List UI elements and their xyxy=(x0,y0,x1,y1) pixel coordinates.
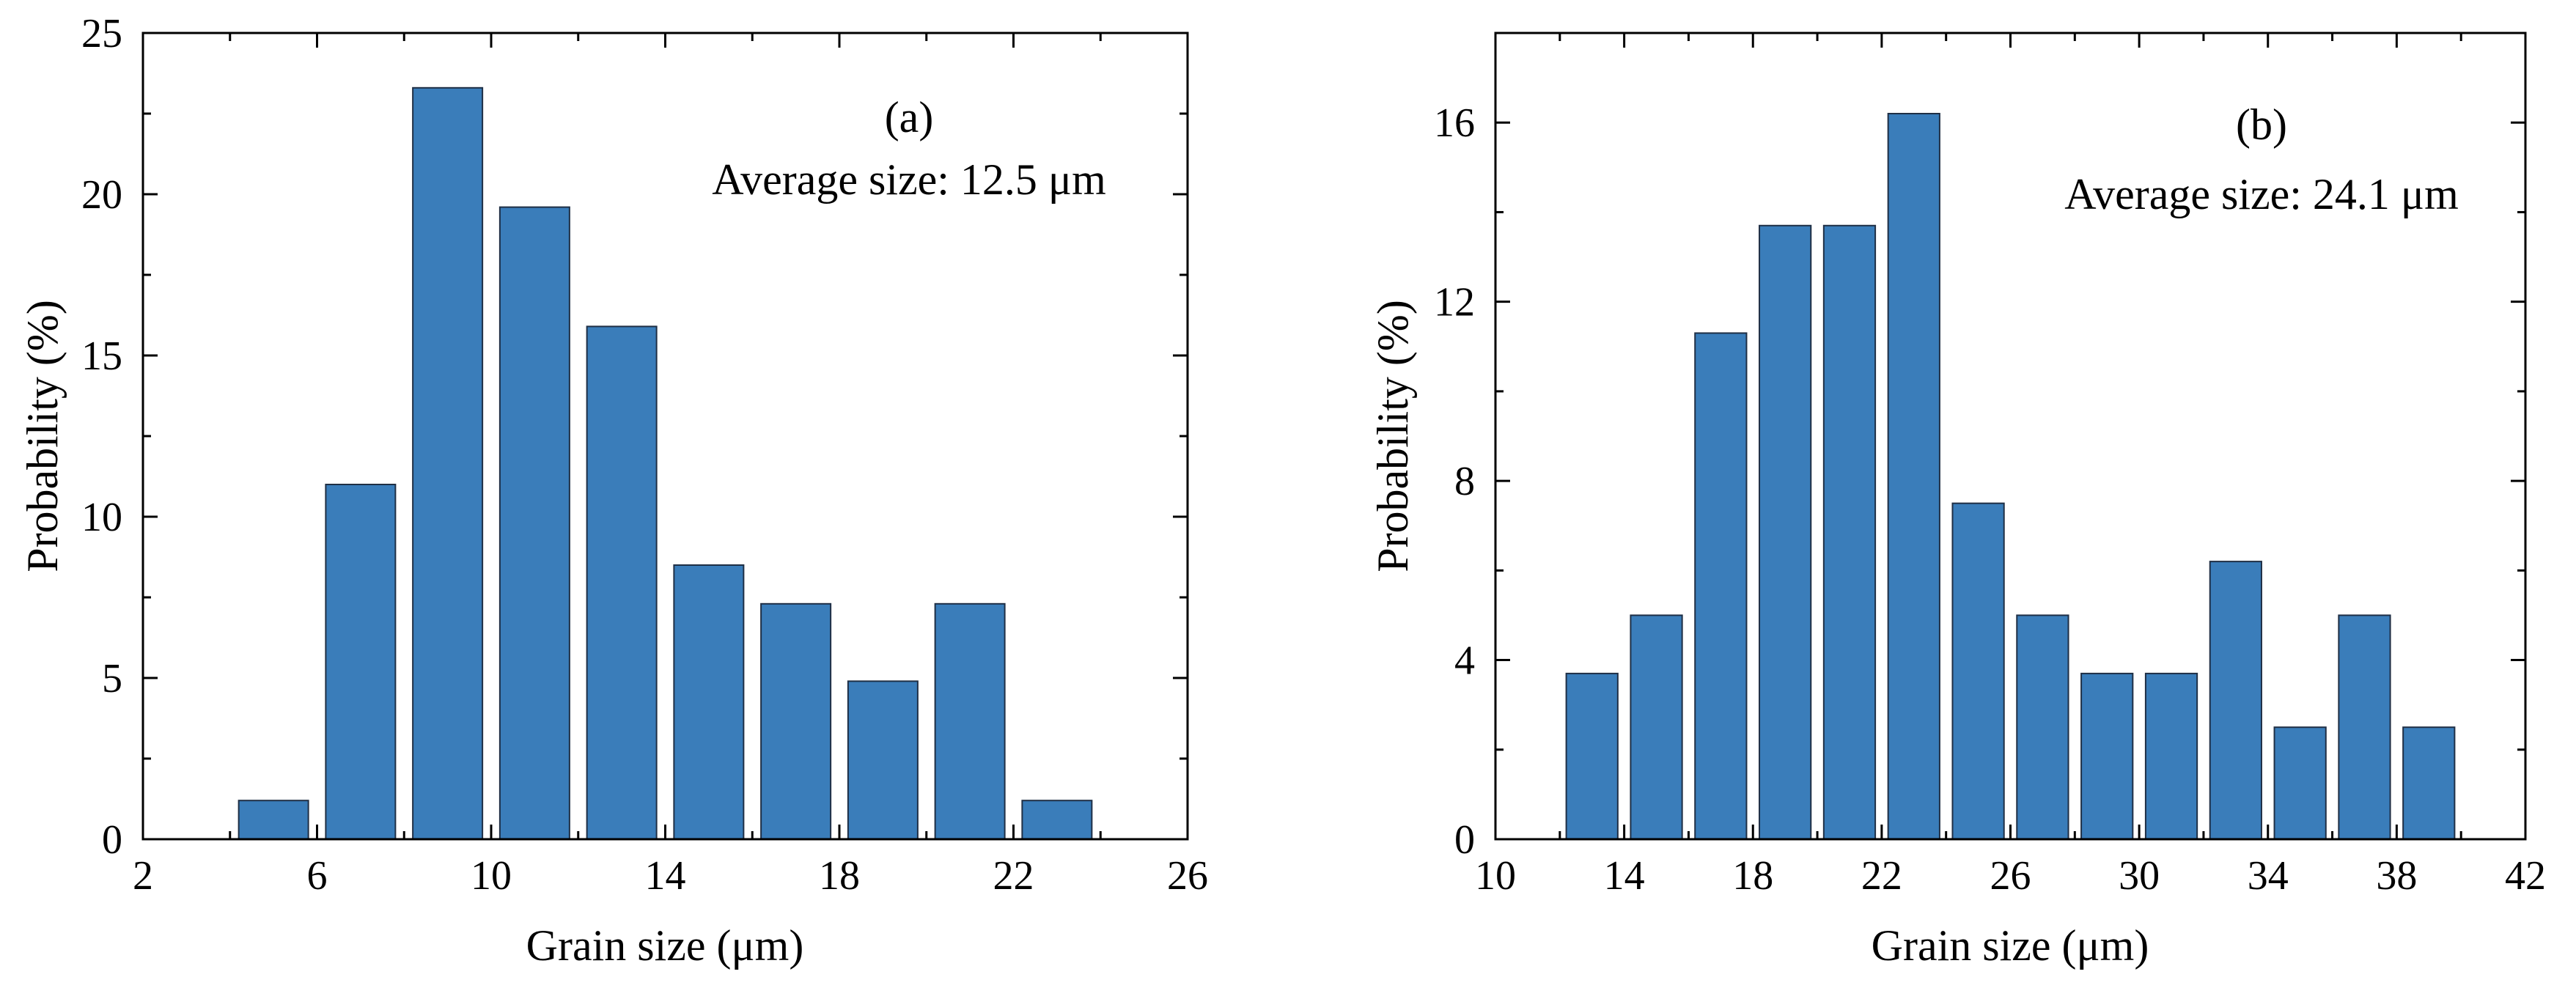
panel-b-bar xyxy=(1694,332,1748,840)
panel-a-label: (a) xyxy=(885,93,934,141)
panel-a-x-tick-label: 14 xyxy=(645,853,686,899)
panel-b-x-tick-label: 26 xyxy=(1990,853,2031,899)
panel-a-y-tick-label: 5 xyxy=(102,656,122,701)
panel-a-bar xyxy=(847,680,919,841)
panel-b-annotation: Average size: 24.1 μm xyxy=(2064,170,2459,218)
panel-b-y-tick-label: 16 xyxy=(1434,100,1475,146)
panel-b-bar xyxy=(2209,561,2262,840)
panel-a-x-tick-label: 22 xyxy=(993,853,1034,899)
panel-a-y-tick-labels: 0 5 10 15 20 25 xyxy=(81,11,122,863)
panel-a-x-tick-label: 10 xyxy=(471,853,512,899)
panel-a-y-tick-label: 10 xyxy=(81,495,122,540)
panel-b-bar xyxy=(1759,224,1812,840)
panel-a-plot-frame xyxy=(141,32,1189,841)
panel-a-bar xyxy=(934,602,1006,840)
panel-a-y-tick-label: 15 xyxy=(81,333,122,379)
panel-a-y-tick-label: 20 xyxy=(81,172,122,218)
panel-a-x-tick-label: 18 xyxy=(819,853,860,899)
panel-a-x-tick-label: 6 xyxy=(307,853,328,899)
panel-a-ticks xyxy=(141,32,1189,841)
panel-a-x-tick-label: 2 xyxy=(133,853,153,899)
panel-a-y-tick-label: 25 xyxy=(81,11,122,56)
panel-b-x-tick-labels: 10 14 18 22 26 30 34 38 42 xyxy=(1475,853,2546,899)
panel-b-bar xyxy=(1951,502,2005,841)
panel-a-bars xyxy=(238,86,1093,841)
panel-b-bar xyxy=(2016,614,2069,840)
panel-a-bar xyxy=(238,800,309,840)
panel-a-bar xyxy=(498,206,570,841)
panel-a-annotation: Average size: 12.5 μm xyxy=(712,155,1106,204)
panel-b-ticks xyxy=(1494,33,2527,841)
panel-b-y-axis-title: Probability (%) xyxy=(1369,300,1417,572)
panel-b-y-tick-labels: 0 4 8 12 16 xyxy=(1434,100,1475,863)
panel-a-y-tick-label: 0 xyxy=(102,817,122,863)
panel-a-bar xyxy=(760,602,832,840)
panel-b-bar xyxy=(1822,224,1877,840)
panel-b-x-axis-title: Grain size (μm) xyxy=(1872,921,2149,970)
panel-b-bar xyxy=(1887,113,1940,840)
panel-a-x-axis-title: Grain size (μm) xyxy=(526,921,804,970)
panel-b-label: (b) xyxy=(2236,100,2287,149)
panel-b: 10 14 18 22 26 30 34 38 42 0 4 8 12 16 (b) Average s… xyxy=(1369,32,2546,970)
panel-b-bar xyxy=(2144,672,2198,841)
panel-b-bar xyxy=(1565,672,1619,841)
panel-b-y-tick-label: 12 xyxy=(1434,280,1475,325)
panel-a-bar xyxy=(412,86,484,840)
panel-b-x-tick-label: 22 xyxy=(1861,853,1902,899)
panel-a-x-tick-labels: 2 6 10 14 18 22 26 xyxy=(133,853,1208,899)
panel-b-y-tick-label: 0 xyxy=(1454,817,1475,863)
panel-b-x-tick-label: 38 xyxy=(2376,853,2417,899)
panel-b-y-tick-label: 4 xyxy=(1454,638,1475,684)
panel-b-bar xyxy=(2273,726,2327,840)
panel-a-bar xyxy=(325,484,397,840)
panel-a-bar xyxy=(1021,800,1093,840)
panel-a-y-axis-title: Probability (%) xyxy=(18,300,67,572)
panel-b-x-tick-label: 34 xyxy=(2248,853,2289,899)
panel-a-x-tick-label: 26 xyxy=(1167,853,1208,899)
panel-b-x-tick-label: 42 xyxy=(2505,853,2546,899)
panel-b-x-tick-label: 14 xyxy=(1604,853,1645,899)
panel-b-bar xyxy=(1630,614,1683,840)
panel-b-y-tick-label: 8 xyxy=(1454,459,1475,504)
panel-b-bar xyxy=(2402,726,2456,840)
panel-a-bar xyxy=(586,325,658,840)
panel-b-bar xyxy=(2080,672,2134,841)
panel-a-bar xyxy=(673,564,745,840)
panel-b-bars xyxy=(1565,113,2456,841)
panel-b-x-tick-label: 10 xyxy=(1475,853,1516,899)
panel-b-x-tick-label: 18 xyxy=(1732,853,1773,899)
panel-b-x-tick-label: 30 xyxy=(2119,853,2160,899)
panel-b-bar xyxy=(2338,614,2391,840)
